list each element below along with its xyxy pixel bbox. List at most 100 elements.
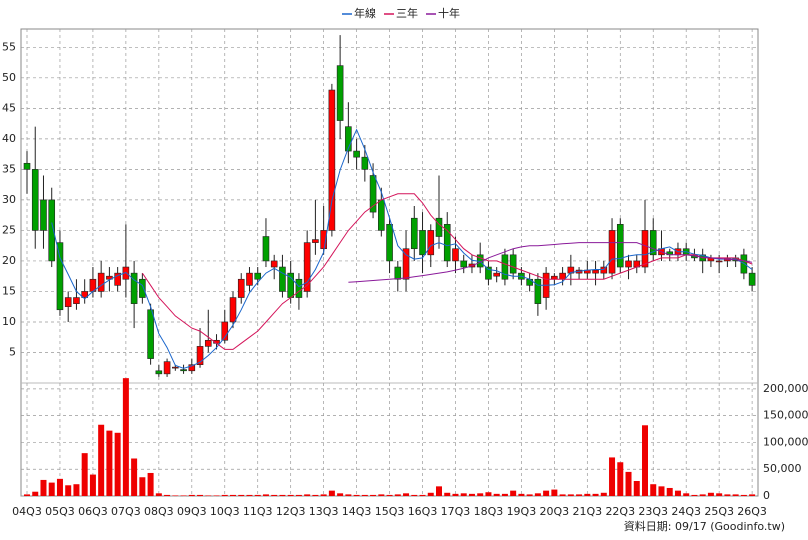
volume-bar [320, 494, 327, 496]
candle-body [361, 156, 369, 170]
candle-body [303, 242, 311, 292]
volume-bar [650, 484, 657, 496]
volume-bar [427, 492, 434, 496]
volume-bar [345, 494, 352, 496]
candle-body [427, 230, 435, 256]
volume-bar [131, 458, 138, 496]
volume-bar [592, 493, 599, 496]
candle-body [73, 297, 80, 304]
volume-bar [312, 494, 319, 496]
volume-bar [205, 495, 212, 496]
legend-label: 十年 [438, 6, 460, 20]
volume-bar [477, 493, 484, 496]
ma-line [141, 193, 753, 350]
candle-body [378, 199, 385, 231]
candle-body [559, 272, 566, 280]
candle-body [353, 150, 360, 158]
candle-body [48, 199, 56, 262]
y-tick-label: 5 [9, 345, 16, 358]
candle-body [23, 162, 31, 170]
volume-bar [707, 492, 714, 496]
candle-body [345, 126, 352, 152]
volume-bar [81, 453, 88, 496]
volume-bar [89, 474, 96, 496]
candle-body [435, 217, 443, 237]
volume-bar [188, 494, 195, 496]
volume-bar [510, 490, 517, 496]
candle-body [270, 260, 278, 268]
y2-tick-label: 100,000 [763, 435, 808, 448]
volume-bar [238, 494, 245, 496]
candle-body [452, 248, 459, 262]
candle-body [279, 266, 286, 292]
volume-bar [353, 494, 360, 496]
y-tick-label: 40 [2, 132, 16, 145]
volume-bar [114, 432, 121, 496]
volume-bar [642, 425, 648, 496]
x-tick-label: 21Q3 [572, 505, 602, 518]
volume-bar [732, 494, 739, 496]
volume-bar [287, 494, 294, 496]
candle-body [649, 230, 657, 256]
x-tick-label: 19Q3 [507, 505, 537, 518]
x-tick-label: 09Q3 [177, 505, 207, 518]
candle-body [625, 260, 632, 268]
volume-bar [468, 493, 475, 496]
legend-label: 年線 [354, 6, 376, 20]
volume-bar [40, 479, 47, 496]
y-tick-label: 45 [2, 101, 16, 114]
candle-body [501, 254, 509, 280]
y2-tick-label: 150,000 [763, 409, 808, 422]
x-tick-label: 16Q3 [408, 505, 438, 518]
volume-bar [295, 494, 302, 496]
x-tick-label: 06Q3 [78, 505, 108, 518]
candle-body [221, 321, 229, 341]
volume-bar [460, 493, 467, 496]
volume-bar [106, 430, 113, 496]
volume-bar [378, 494, 385, 496]
x-tick-label: 15Q3 [375, 505, 405, 518]
candle-body [715, 260, 723, 263]
volume-bar [526, 494, 533, 496]
volume-bar [73, 484, 80, 496]
x-tick-label: 18Q3 [474, 505, 504, 518]
candle-body [641, 230, 649, 268]
candle-body [748, 272, 756, 286]
y2-tick-label: 200,000 [763, 382, 808, 395]
volume-bar [436, 486, 442, 496]
volume-bar [337, 493, 344, 496]
candle-body [394, 266, 402, 280]
volume-bar [386, 494, 393, 496]
candle-body [336, 65, 344, 121]
y-tick-label: 30 [2, 193, 16, 206]
candle-body [204, 339, 212, 347]
candle-body [410, 217, 418, 250]
candle-body [97, 272, 105, 292]
candle-body [262, 236, 270, 262]
candle-body [534, 278, 542, 304]
volume-bar [304, 494, 311, 496]
candle-body [328, 89, 336, 231]
candle-body [81, 291, 88, 298]
volume-bar [609, 457, 616, 496]
x-tick-label: 13Q3 [309, 505, 339, 518]
x-tick-label: 05Q3 [45, 505, 75, 518]
candle-body [460, 260, 468, 268]
volume-bar [625, 471, 632, 496]
volume-bar [328, 490, 335, 496]
candle-body [443, 224, 451, 262]
volume-bar [534, 493, 541, 496]
volume-bar [48, 482, 55, 496]
volume-bar [699, 494, 706, 496]
candle-body [600, 266, 608, 274]
volume-bar [246, 494, 253, 496]
candle-body [246, 272, 253, 286]
candle-body [196, 346, 204, 365]
volume-bar [262, 494, 269, 496]
candle-body [592, 269, 599, 274]
candle-body [419, 230, 426, 256]
volume-bar [683, 493, 690, 496]
volume-bar [485, 492, 492, 496]
